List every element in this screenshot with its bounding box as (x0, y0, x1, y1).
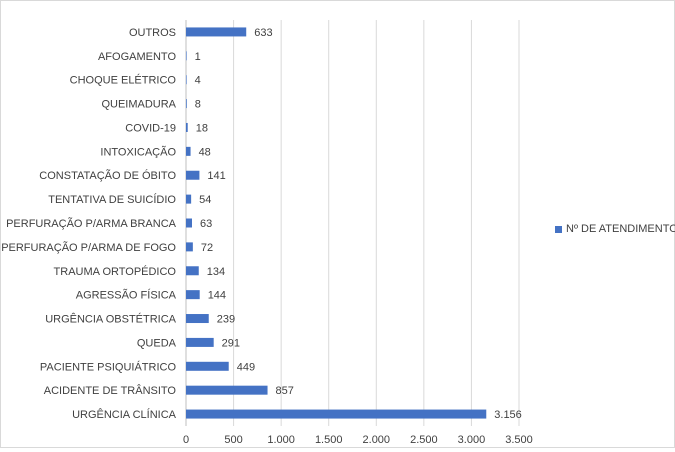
category-label: COVID-19 (125, 122, 176, 134)
category-label: TENTATIVA DE SUICÍDIO (48, 193, 176, 206)
category-label: CONSTATAÇÃO DE ÓBITO (39, 169, 176, 182)
data-label: 3.156 (494, 409, 522, 421)
x-tick-label: 1.500 (315, 434, 343, 446)
bar (186, 409, 487, 419)
data-label: 144 (208, 290, 226, 302)
bar (186, 194, 192, 204)
bar (186, 99, 187, 109)
bar (186, 170, 200, 180)
bar (186, 146, 191, 156)
data-label: 141 (207, 170, 225, 182)
data-label: 1 (195, 51, 201, 63)
category-label: TRAUMA ORTOPÉDICO (54, 265, 177, 278)
legend: Nº DE ATENDIMENTO (555, 223, 675, 235)
data-label: 48 (199, 146, 211, 158)
bars (186, 27, 487, 419)
bar (186, 266, 199, 276)
category-label: ACIDENTE DE TRÂNSITO (44, 384, 177, 397)
bar (186, 218, 192, 228)
category-labels: OUTROS AFOGAMENTO CHOQUE ELÉTRICO QUEIMADUR… (1, 27, 176, 421)
category-label: URGÊNCIA CLÍNICA (72, 408, 177, 421)
x-axis-ticks: 0 500 1.000 1.500 2.000 2.500 3.000 3.500 (183, 434, 533, 446)
x-tick-label: 0 (183, 434, 189, 446)
value-labels: 63314818481415463721341442392914498573.1… (195, 27, 522, 421)
data-label: 857 (276, 385, 294, 397)
category-label: PERFURAÇÃO P/ARMA DE FOGO (1, 241, 176, 254)
data-label: 18 (196, 122, 208, 134)
data-label: 291 (222, 337, 240, 349)
bar (186, 290, 200, 300)
data-label: 239 (217, 314, 235, 326)
data-label: 63 (200, 218, 212, 230)
category-label: PACIENTE PSIQUIÁTRICO (40, 360, 177, 373)
x-tick-label: 3.500 (505, 434, 533, 446)
bar (186, 314, 209, 324)
category-label: AFOGAMENTO (98, 51, 176, 63)
category-label: QUEIMADURA (101, 99, 176, 111)
bar (186, 242, 193, 252)
data-label: 54 (199, 194, 211, 206)
category-label: QUEDA (137, 337, 177, 349)
data-label: 134 (207, 266, 225, 278)
x-tick-label: 2.500 (410, 434, 438, 446)
data-label: 8 (195, 99, 201, 111)
category-label: INTOXICAÇÃO (100, 145, 176, 158)
data-label: 4 (195, 75, 201, 87)
category-label: CHOQUE ELÉTRICO (70, 74, 177, 87)
legend-swatch (555, 225, 562, 233)
bar (186, 75, 187, 85)
bar (186, 361, 229, 371)
bar (186, 51, 187, 61)
bar (186, 27, 247, 37)
legend-label: Nº DE ATENDIMENTO (566, 223, 675, 235)
data-label: 449 (237, 361, 255, 373)
x-tick-label: 3.000 (458, 434, 486, 446)
data-label: 72 (201, 242, 213, 254)
x-tick-label: 1.000 (267, 434, 295, 446)
category-label: PERFURAÇÃO P/ARMA BRANCA (6, 217, 177, 230)
bar (186, 337, 214, 347)
category-label: AGRESSÃO FÍSICA (76, 289, 177, 302)
x-tick-label: 2.000 (363, 434, 391, 446)
bar (186, 122, 188, 132)
data-label: 633 (254, 27, 272, 39)
category-label: URGÊNCIA OBSTÉTRICA (45, 313, 176, 326)
x-tick-label: 500 (224, 434, 242, 446)
category-label: OUTROS (129, 27, 176, 39)
gridlines (185, 20, 520, 426)
bar (186, 385, 268, 395)
